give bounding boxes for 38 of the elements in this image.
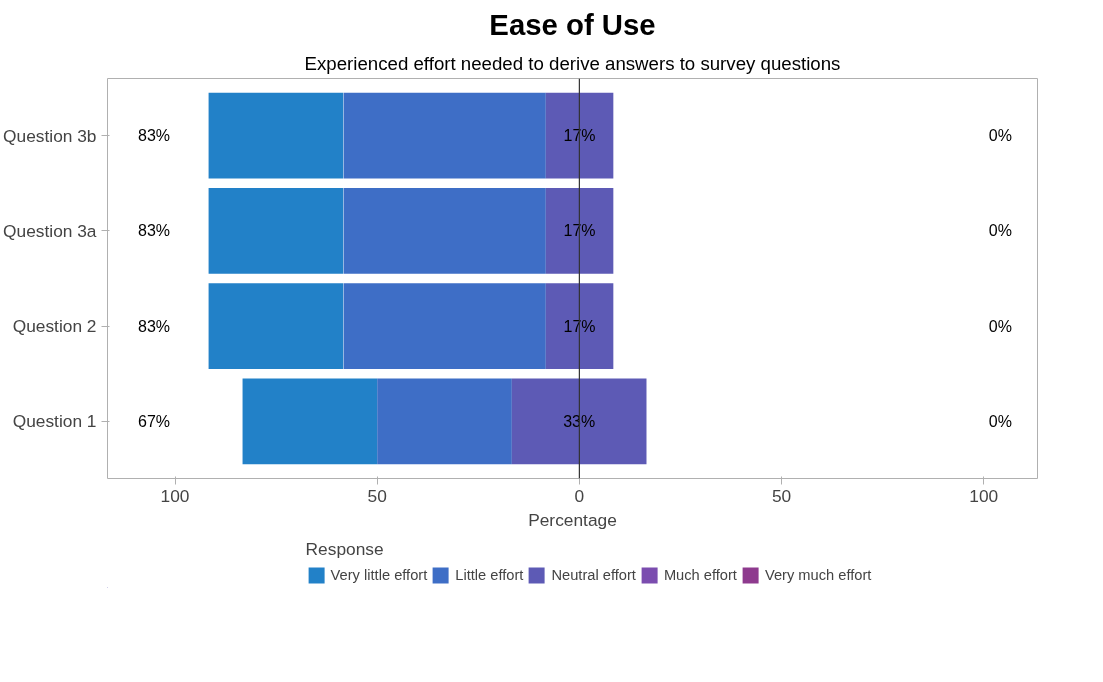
annotation: 83% <box>137 127 171 145</box>
x-tick-label: 50 <box>771 485 792 506</box>
bar <box>343 188 546 274</box>
y-tick-label: Question 1 <box>12 411 97 432</box>
y-tick-label: Question 2 <box>12 316 97 337</box>
x-tick-label: 0 <box>574 485 585 506</box>
bar <box>343 283 546 369</box>
annotation: 0% <box>988 412 1012 430</box>
chart-subtitle: Experienced effort needed to derive answers to survey questions <box>304 52 841 74</box>
bar <box>545 188 614 274</box>
bar <box>208 92 344 179</box>
x-tick-label: 50 <box>367 485 387 506</box>
y-tick-label: Question 3b <box>3 125 97 146</box>
bar <box>377 378 512 465</box>
bar <box>511 378 647 465</box>
legend-label: Neutral effort <box>551 567 636 583</box>
annotation: 0% <box>988 317 1012 335</box>
x-tick-label: 100 <box>160 485 190 506</box>
bar <box>545 283 614 369</box>
annotation: 67% <box>137 412 171 430</box>
x-tick-label: 100 <box>969 485 999 506</box>
bar <box>208 283 344 369</box>
bar <box>242 378 378 465</box>
legend-title: Response <box>305 539 385 560</box>
bar <box>208 188 344 274</box>
legend-label: Little effort <box>455 567 524 583</box>
annotation: 83% <box>137 222 171 240</box>
bar <box>545 92 614 179</box>
chart-title: Ease of Use <box>489 7 656 41</box>
legend-label: Much effort <box>663 567 737 583</box>
legend-label: Very little effort <box>330 567 428 583</box>
legend-label: Very much effort <box>764 567 872 583</box>
x-axis-title: Percentage <box>528 509 617 530</box>
annotation: 0% <box>988 222 1012 240</box>
annotation: 0% <box>988 127 1012 145</box>
y-tick-label: Question 3a <box>3 220 97 241</box>
annotation: 83% <box>137 317 171 335</box>
bar <box>343 92 546 179</box>
